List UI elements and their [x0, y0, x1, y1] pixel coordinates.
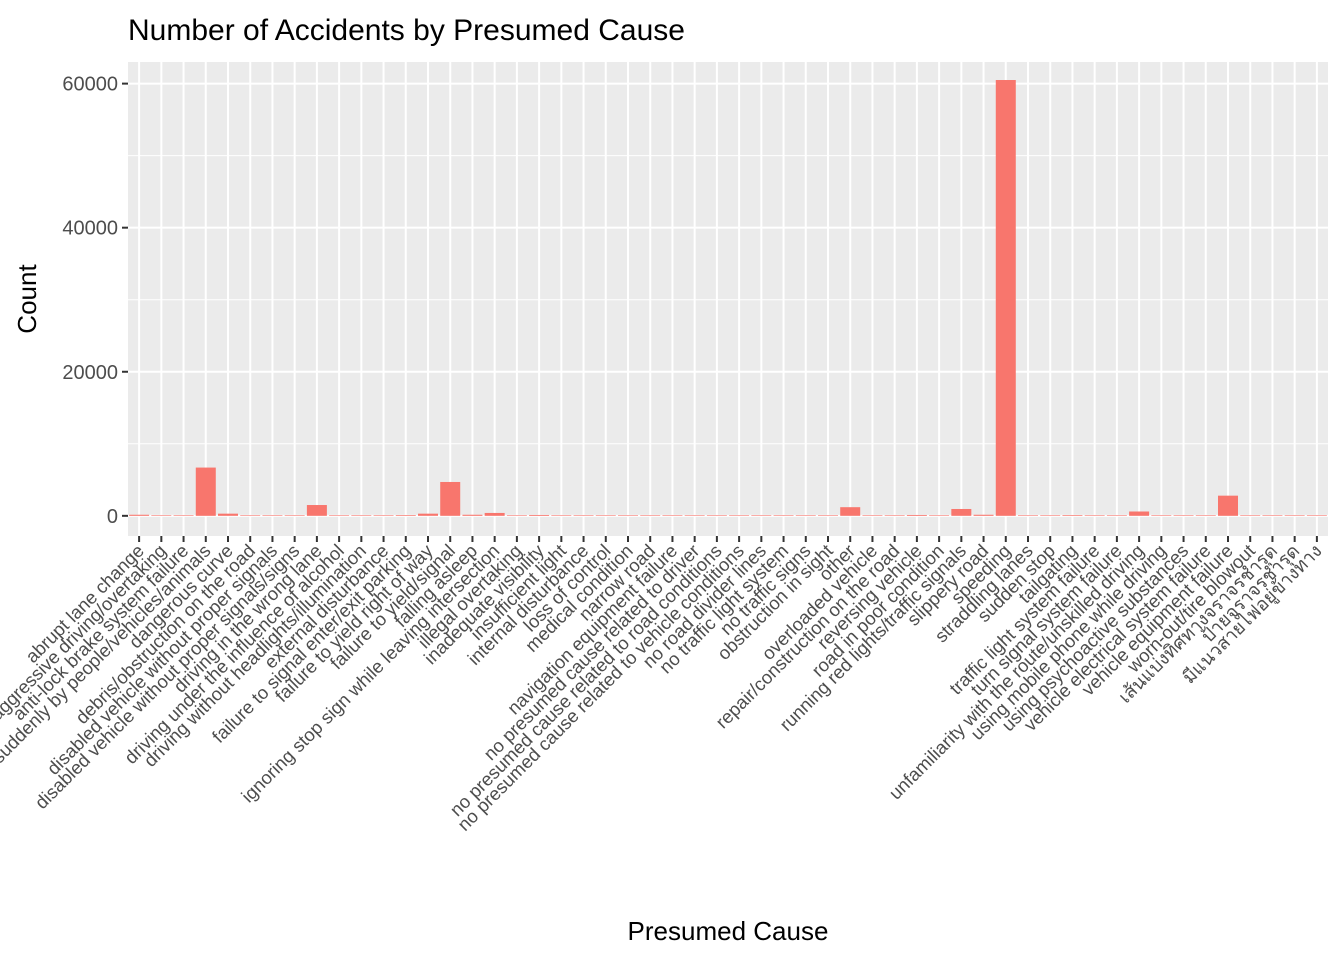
bar: [284, 515, 305, 516]
bar: [929, 515, 950, 516]
bar: [773, 515, 794, 516]
bar: [506, 515, 527, 516]
bar: [395, 515, 416, 516]
bar: [618, 515, 638, 516]
y-axis-title: Count: [12, 264, 42, 334]
y-tick-label: 60000: [62, 74, 118, 96]
bar: [151, 515, 172, 516]
bar: [329, 515, 350, 516]
bar: [595, 515, 616, 516]
bar: [418, 513, 438, 516]
bar: [262, 515, 283, 516]
bar: [1195, 515, 1216, 516]
chart-title: Number of Accidents by Presumed Cause: [128, 14, 685, 47]
x-axis-title: Presumed Cause: [628, 916, 829, 946]
bar: [1018, 515, 1038, 516]
y-tick-label: 20000: [62, 362, 118, 384]
bar: [1262, 515, 1283, 516]
bar: [373, 515, 394, 516]
bar: [973, 514, 994, 516]
bar: [484, 512, 505, 516]
bar: [1040, 515, 1061, 516]
bar: [1218, 495, 1238, 516]
bar: [795, 515, 816, 516]
bar: [529, 514, 550, 516]
bar: [240, 515, 261, 516]
bar: [706, 515, 727, 516]
bar: [351, 515, 372, 516]
bars: [129, 80, 1327, 516]
bar: [751, 515, 772, 516]
bar: [1306, 515, 1327, 516]
bar: [462, 514, 483, 516]
bar: [306, 505, 327, 516]
bar: [840, 507, 861, 516]
bar: [440, 481, 461, 516]
bar: [906, 514, 927, 516]
bar: [1173, 515, 1194, 516]
plot-panel: [128, 62, 1328, 536]
bar: [129, 514, 150, 516]
bar: [884, 515, 905, 516]
bar: [1106, 515, 1127, 516]
bar: [951, 508, 972, 516]
bar: [1151, 515, 1172, 516]
bar: [1240, 515, 1261, 516]
y-tick-label: 0: [107, 506, 118, 528]
y-tick-label: 40000: [62, 218, 118, 240]
bar: [573, 515, 594, 516]
bar: [640, 515, 661, 516]
bar: [1084, 515, 1105, 516]
bar: [1062, 515, 1083, 516]
bar: [1129, 511, 1150, 516]
bar: [862, 515, 883, 516]
bar: [995, 80, 1016, 516]
bar: [729, 515, 750, 516]
y-axis: 0 20000 40000 60000: [62, 74, 128, 528]
bar: [662, 515, 683, 516]
bar: [818, 515, 838, 516]
bar: [1284, 515, 1305, 516]
bar: [551, 515, 572, 516]
bar: [218, 513, 238, 516]
bar: [195, 467, 216, 516]
bar: [684, 515, 705, 516]
bar: [173, 515, 194, 516]
